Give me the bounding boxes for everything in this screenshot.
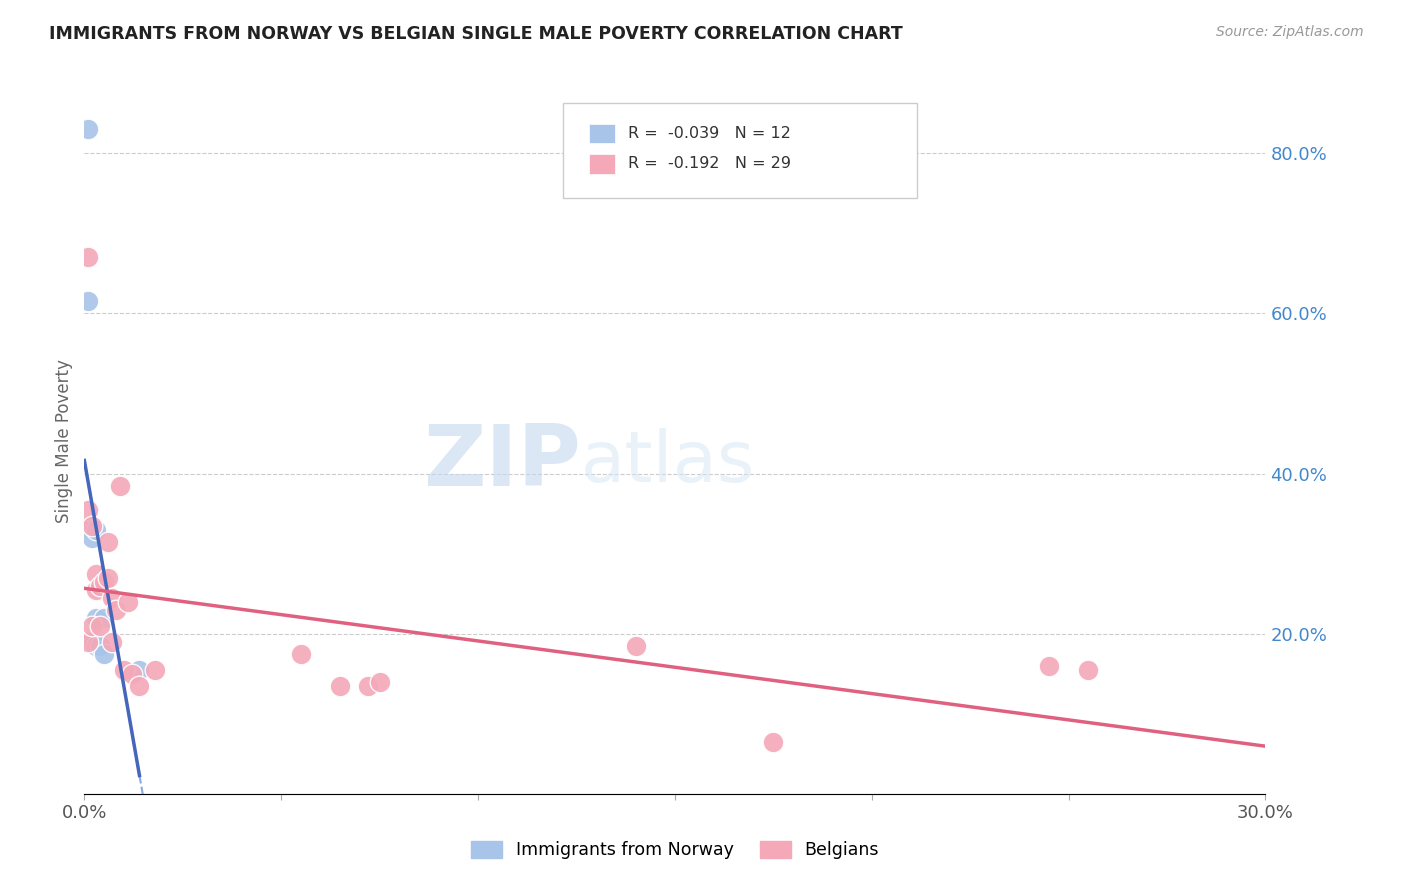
Bar: [589, 124, 614, 144]
Point: [368, 674, 391, 689]
Legend: Immigrants from Norway, Belgians: Immigrants from Norway, Belgians: [464, 834, 886, 866]
Point: [77, 518, 100, 533]
Point: [97, 571, 120, 585]
Text: R =  -0.039   N = 12: R = -0.039 N = 12: [627, 126, 790, 141]
Text: R =  -0.192   N = 29: R = -0.192 N = 29: [627, 156, 790, 171]
Point: [101, 634, 124, 648]
Point: [89, 639, 111, 653]
Point: [77, 634, 100, 648]
Point: [82, 518, 104, 533]
Point: [82, 618, 104, 632]
Point: [128, 679, 150, 693]
FancyBboxPatch shape: [562, 103, 917, 198]
Text: IMMIGRANTS FROM NORWAY VS BELGIAN SINGLE MALE POVERTY CORRELATION CHART: IMMIGRANTS FROM NORWAY VS BELGIAN SINGLE…: [49, 25, 903, 43]
Point: [84, 566, 107, 581]
Point: [117, 595, 139, 609]
Point: [93, 574, 115, 589]
Point: [104, 603, 127, 617]
Point: [290, 647, 312, 661]
Point: [624, 639, 647, 653]
Point: [108, 478, 131, 492]
Point: [89, 579, 111, 593]
Point: [82, 531, 104, 545]
Point: [1077, 663, 1099, 677]
Point: [93, 610, 115, 624]
Point: [84, 523, 107, 537]
Point: [143, 663, 166, 677]
Bar: [589, 154, 614, 174]
Point: [84, 582, 107, 597]
Point: [93, 647, 115, 661]
Point: [762, 735, 785, 749]
Point: [329, 679, 352, 693]
Point: [357, 679, 380, 693]
Point: [112, 663, 135, 677]
Point: [97, 534, 120, 549]
Point: [101, 591, 124, 605]
Point: [121, 666, 143, 681]
Point: [128, 663, 150, 677]
Text: Source: ZipAtlas.com: Source: ZipAtlas.com: [1216, 25, 1364, 39]
Point: [84, 639, 107, 653]
Point: [84, 610, 107, 624]
Point: [82, 634, 104, 648]
Point: [77, 251, 100, 265]
Point: [77, 122, 100, 136]
Text: ZIP: ZIP: [423, 421, 581, 504]
Y-axis label: Single Male Poverty: Single Male Poverty: [55, 359, 73, 524]
Text: atlas: atlas: [581, 428, 755, 497]
Point: [77, 502, 100, 516]
Point: [89, 618, 111, 632]
Point: [77, 294, 100, 309]
Point: [1038, 658, 1060, 673]
